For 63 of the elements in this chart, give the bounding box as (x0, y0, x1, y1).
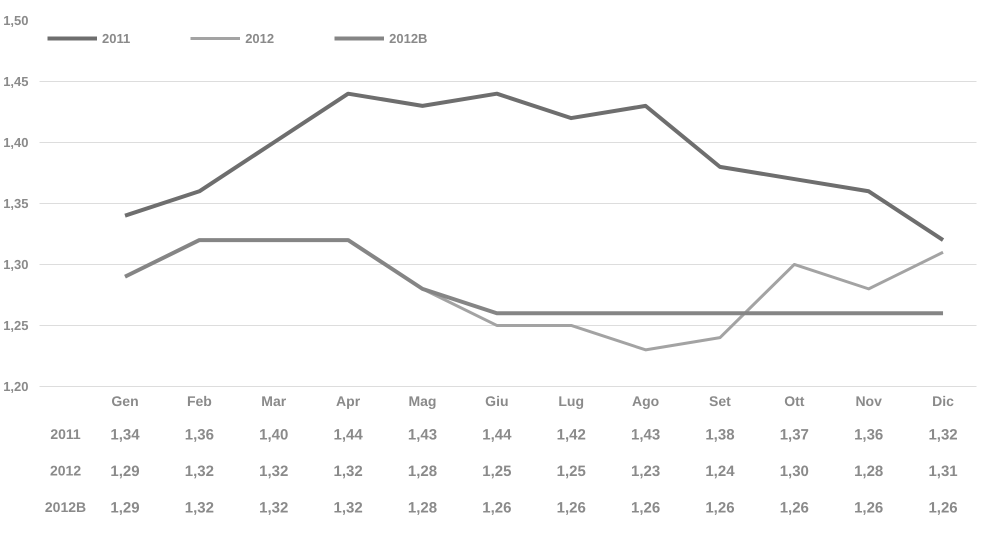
data-label: 1,40 (259, 426, 288, 444)
x-tick-label: Dic (932, 393, 954, 410)
legend-label: 2012B (389, 30, 428, 46)
y-tick-label: 1,25 (3, 318, 29, 333)
y-tick-label: 1,50 (3, 13, 29, 28)
data-label: 1,43 (630, 426, 660, 444)
data-label: 1,23 (630, 463, 660, 480)
data-label: 1,28 (854, 463, 884, 480)
data-label: 1,25 (482, 463, 512, 480)
x-tick-label: Mag (408, 393, 436, 410)
x-tick-label: Giu (485, 393, 509, 410)
data-label: 1,26 (630, 500, 660, 517)
y-tick-label: 1,35 (3, 196, 29, 211)
data-label: 1,44 (482, 426, 512, 444)
data-label: 1,32 (334, 463, 363, 480)
data-label: 1,26 (556, 500, 586, 517)
x-tick-label: Mar (261, 393, 287, 410)
data-label: 1,32 (928, 426, 958, 444)
x-tick-label: Lug (558, 393, 584, 410)
data-label: 1,32 (184, 463, 214, 480)
data-label: 1,37 (780, 426, 809, 444)
data-label: 1,25 (556, 463, 586, 480)
y-tick-label: 1,30 (3, 256, 29, 272)
data-label: 1,26 (854, 500, 884, 517)
data-label: 1,26 (705, 500, 735, 517)
line-series (123, 92, 946, 242)
y-tick-label: 1,20 (3, 378, 29, 394)
x-tick-label: Gen (111, 393, 139, 410)
x-tick-label: Set (709, 393, 732, 410)
data-label: 1,26 (482, 500, 512, 517)
data-label: 1,26 (780, 500, 809, 517)
data-label: 1,43 (408, 426, 438, 444)
data-label: 1,30 (780, 463, 809, 480)
data-label: 1,28 (408, 463, 438, 480)
y-tick-label: 1,45 (3, 74, 29, 89)
x-tick-label: Apr (336, 393, 361, 410)
x-tick-label: Nov (855, 393, 882, 410)
data-label: 1,29 (110, 463, 140, 480)
data-label: 1,32 (259, 500, 288, 517)
data-label: 1,42 (556, 426, 586, 444)
data-label: 1,32 (259, 463, 288, 480)
data-label: 1,44 (334, 426, 364, 444)
data-label: 1,34 (110, 426, 140, 444)
text: 2011 (50, 426, 81, 442)
data-label: 1,29 (110, 500, 140, 517)
x-tick-label: Feb (186, 393, 212, 410)
legend-label: 2012 (245, 30, 274, 46)
y-tick-label: 1,40 (3, 134, 29, 150)
text: 2012B (44, 499, 86, 516)
data-label: 1,36 (854, 426, 884, 444)
legend-label: 2011 (102, 30, 130, 46)
data-label: 1,24 (705, 463, 736, 480)
text: 2012 (50, 462, 82, 479)
data-label: 1,31 (928, 463, 958, 480)
data-label: 1,32 (184, 500, 214, 517)
data-label: 1,32 (334, 500, 363, 517)
data-label: 1,26 (928, 500, 958, 517)
data-label: 1,28 (408, 500, 438, 517)
line-series (123, 238, 946, 316)
data-label: 1,36 (184, 426, 214, 444)
x-tick-label: Ott (784, 393, 805, 410)
x-tick-label: Ago (632, 393, 660, 410)
data-label: 1,38 (705, 426, 735, 444)
